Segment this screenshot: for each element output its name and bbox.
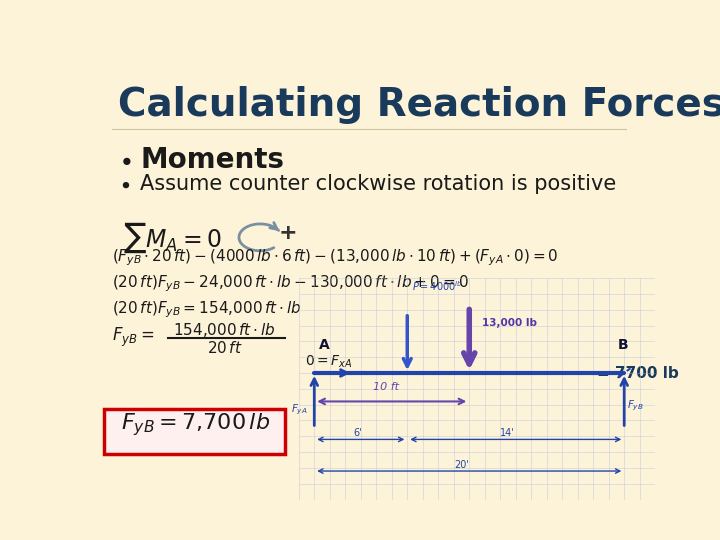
- Text: Assume counter clockwise rotation is positive: Assume counter clockwise rotation is pos…: [140, 174, 616, 194]
- Text: $\sum M_A = 0$: $\sum M_A = 0$: [124, 221, 222, 255]
- Text: $154{,}000\,ft\cdot lb$: $154{,}000\,ft\cdot lb$: [173, 321, 276, 339]
- Text: $\bullet$: $\bullet$: [118, 148, 132, 172]
- Text: 6': 6': [353, 428, 361, 438]
- Text: Moments: Moments: [140, 146, 284, 174]
- Text: 14': 14': [500, 428, 515, 438]
- Text: +: +: [279, 223, 297, 243]
- Text: A: A: [319, 338, 330, 352]
- Text: $P=4000^{lb}$: $P=4000^{lb}$: [412, 279, 462, 293]
- Text: B: B: [618, 338, 629, 352]
- FancyBboxPatch shape: [104, 409, 285, 454]
- Text: $(20\,ft)F_{yB}-24{,}000\,ft\cdot lb-130{,}000\,ft\cdot lb+0=0$: $(20\,ft)F_{yB}-24{,}000\,ft\cdot lb-130…: [112, 274, 469, 294]
- Text: 20': 20': [454, 460, 469, 470]
- Text: $F_{yB}=$: $F_{yB}=$: [112, 326, 155, 349]
- Text: 10 ft: 10 ft: [373, 382, 399, 393]
- Text: 13,000 lb: 13,000 lb: [482, 318, 536, 328]
- Text: $(20\,ft)F_{yB}=154{,}000\,ft\cdot lb$: $(20\,ft)F_{yB}=154{,}000\,ft\cdot lb$: [112, 299, 302, 320]
- Text: $0=F_{xA}$: $0=F_{xA}$: [305, 354, 352, 370]
- Text: = 7700 lb: = 7700 lb: [597, 366, 678, 381]
- Text: $\bullet$: $\bullet$: [118, 175, 130, 195]
- Text: $(F_{yB} \cdot 20\,ft)-(4000\,lb \cdot 6\,ft)-(13{,}000\,lb \cdot 10\,ft)+(F_{yA: $(F_{yB} \cdot 20\,ft)-(4000\,lb \cdot 6…: [112, 248, 559, 268]
- Text: Calculating Reaction Forces: Calculating Reaction Forces: [118, 85, 720, 124]
- Text: $F_{yB}$: $F_{yB}$: [627, 398, 644, 413]
- Text: $F_{yB}=7{,}700\,lb$: $F_{yB}=7{,}700\,lb$: [121, 411, 270, 437]
- Text: $20\,ft$: $20\,ft$: [207, 341, 243, 356]
- Text: $F_{yA}$: $F_{yA}$: [291, 403, 307, 417]
